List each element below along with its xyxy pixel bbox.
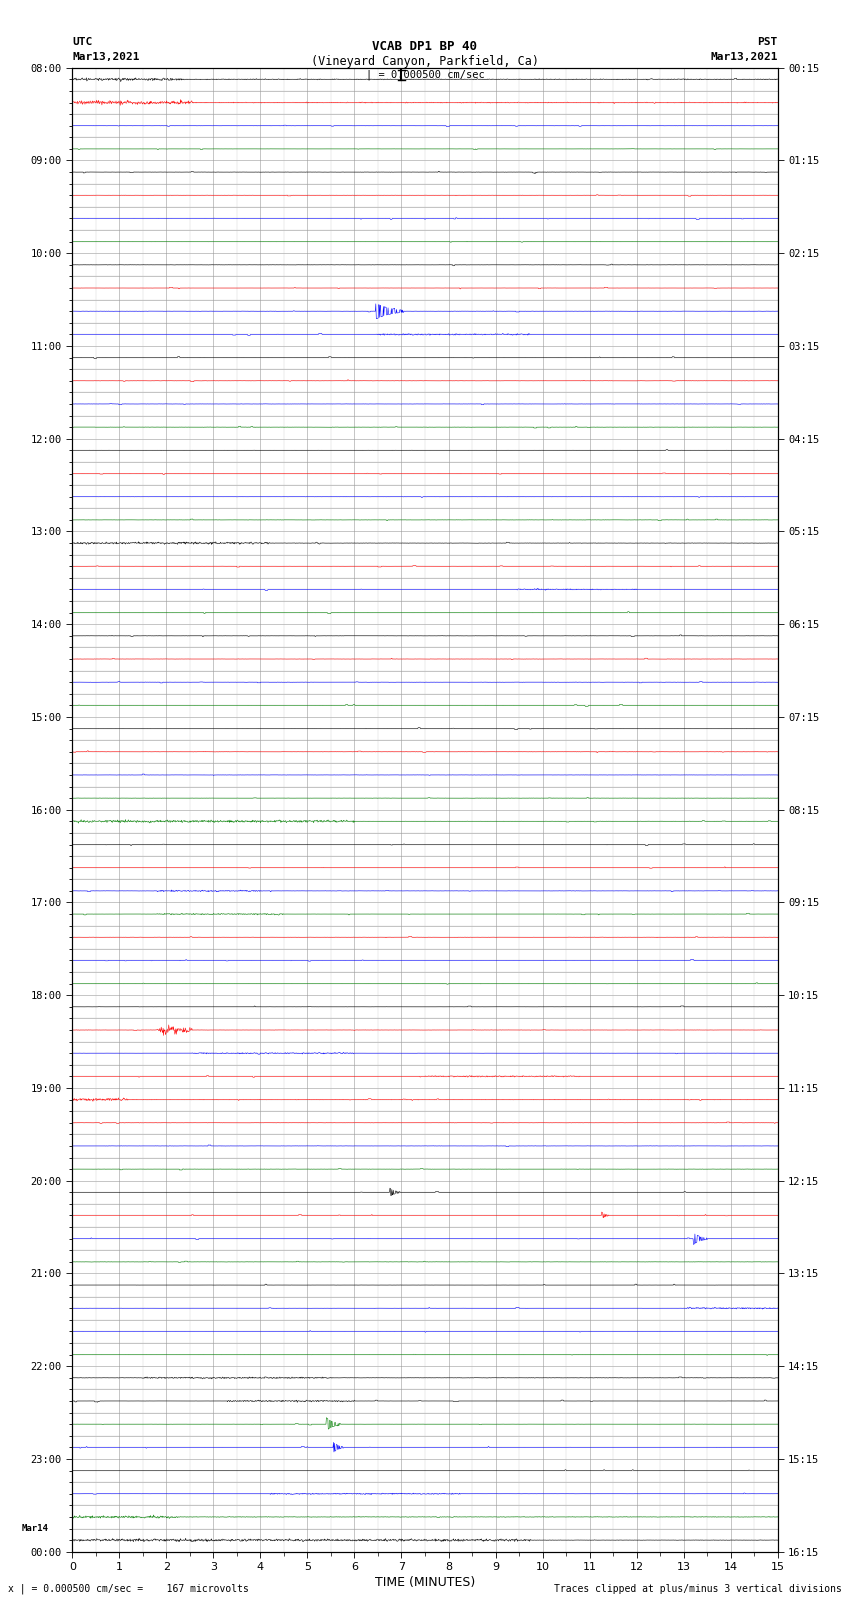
Text: x | = 0.000500 cm/sec =    167 microvolts: x | = 0.000500 cm/sec = 167 microvolts: [8, 1582, 249, 1594]
Text: | = 0.000500 cm/sec: | = 0.000500 cm/sec: [366, 69, 484, 81]
Text: Mar13,2021: Mar13,2021: [72, 52, 139, 61]
Text: Mar13,2021: Mar13,2021: [711, 52, 778, 61]
Text: (Vineyard Canyon, Parkfield, Ca): (Vineyard Canyon, Parkfield, Ca): [311, 55, 539, 68]
Text: VCAB DP1 BP 40: VCAB DP1 BP 40: [372, 39, 478, 53]
Text: Traces clipped at plus/minus 3 vertical divisions: Traces clipped at plus/minus 3 vertical …: [553, 1584, 842, 1594]
Text: Mar14: Mar14: [22, 1524, 48, 1532]
Text: PST: PST: [757, 37, 778, 47]
Text: UTC: UTC: [72, 37, 93, 47]
X-axis label: TIME (MINUTES): TIME (MINUTES): [375, 1576, 475, 1589]
